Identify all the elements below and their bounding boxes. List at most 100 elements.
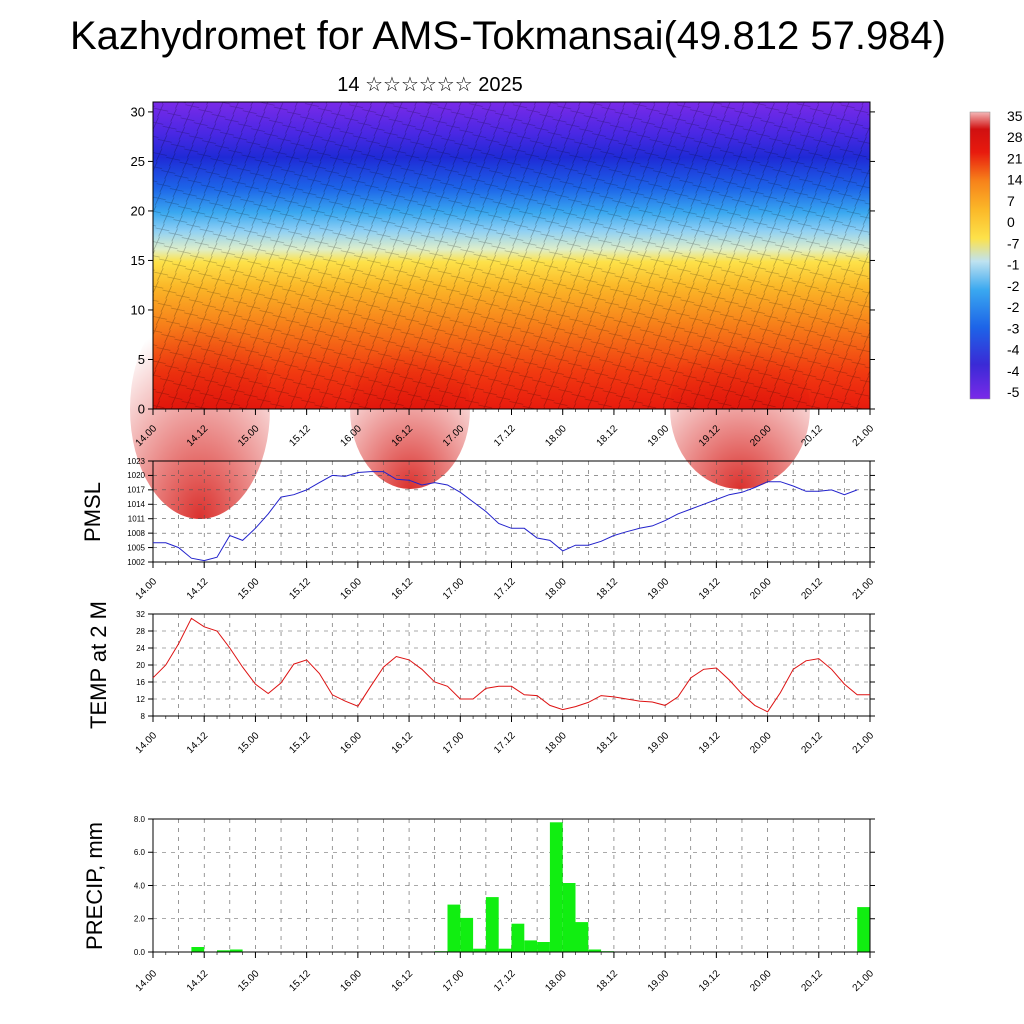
temp-ytick-label: 8 [141,712,146,721]
temp-x-tick-label: 16.00 [339,730,365,756]
colorbar-label: -4 [1007,363,1020,379]
pmsl-ytick-label: 1002 [127,558,145,567]
heatmap-x-tick-label: 15.12 [287,423,313,449]
temp-x-tick-label: 17.12 [492,730,518,756]
colorbar-label: -7 [1007,235,1020,251]
temp-ytick-label: 24 [136,644,145,653]
pmsl-x-tick-label: 19.12 [697,576,723,602]
heatmap-ytick-label: 25 [131,154,145,169]
temp-ytick-label: 32 [136,610,145,619]
precip-x-tick-label: 16.00 [339,968,365,994]
temp-x-tick-label: 20.00 [748,730,774,756]
pmsl-ytick-label: 1014 [127,500,145,509]
pmsl-x-tick-label: 15.00 [236,576,262,602]
precip-bar [460,917,474,952]
precip-bar [511,923,525,952]
temp-x-tick-label: 14.12 [185,730,211,756]
precip-ytick-label: 0.0 [134,948,146,957]
temp-ytick-label: 12 [136,695,145,704]
pmsl-x-tick-label: 21.00 [851,576,877,602]
colorbar-label: -4 [1007,342,1020,358]
precip-ytick-label: 8.0 [134,815,146,824]
pmsl-x-tick-label: 18.12 [595,576,621,602]
temp-x-tick-label: 17.00 [441,730,467,756]
pmsl-x-tick-label: 20.00 [748,576,774,602]
temp-x-tick-label: 14.00 [134,730,160,756]
precip-bar [562,883,576,952]
pmsl-panel: PMSL 1002 1005 1008 1011 1014 1017 1020 1023 14… [80,457,876,602]
precip-x-tick-label: 18.00 [543,968,569,994]
heatmap-ytick-label: 15 [131,253,145,268]
precip-bar [549,822,563,952]
precip-bar [857,907,870,952]
precip-x-tick-label: 14.12 [185,968,211,994]
temp-axis-label: TEMP at 2 M [86,601,111,729]
precip-bar [588,949,602,952]
pmsl-ytick-label: 1011 [128,515,146,524]
precip-bar [191,947,205,952]
temp-x-tick-label: 21.00 [851,730,877,756]
pmsl-ytick-label: 1020 [127,471,145,480]
colorbar-label: 35 [1007,108,1023,124]
precip-bar [524,940,538,952]
precip-x-tick-label: 20.12 [799,968,825,994]
temp-x-tick-label: 15.00 [236,730,262,756]
precip-bar [217,950,230,952]
precip-x-tick-label: 19.12 [697,968,723,994]
precip-x-tick-label: 17.12 [492,968,518,994]
pmsl-x-tick-label: 14.12 [185,576,211,602]
colorbar-label: -5 [1007,384,1020,400]
precip-x-tick-label: 20.00 [748,968,774,994]
chart-subtitle: 14 ☆☆☆☆☆☆ 2025 [337,74,523,96]
heatmap-ytick-label: 0 [138,402,145,417]
temp-ytick-label: 16 [136,678,145,687]
colorbar-label: 7 [1007,193,1015,209]
pmsl-x-tick-label: 15.12 [287,576,313,602]
precip-bar [229,949,243,952]
temp-ytick-label: 28 [136,627,145,636]
precip-bar [537,942,550,952]
colorbar-label: -2 [1007,278,1020,294]
precip-panel: PRECIP, mm 0.0 2.0 4.0 6.0 8.0 14.00 14.12 15.… [82,815,876,994]
precip-bar [575,922,589,952]
precip-bar [485,897,499,952]
colorbar-label: -2 [1007,299,1020,315]
temp-x-tick-label: 18.00 [543,730,569,756]
temp-panel: TEMP at 2 M 8 12 16 20 24 28 32 14.00 14.12 15.0… [86,601,876,756]
precip-x-tick-label: 19.00 [646,968,672,994]
pmsl-x-tick-label: 19.00 [646,576,672,602]
pmsl-x-tick-label: 18.00 [543,576,569,602]
precip-x-tick-label: 16.12 [390,968,416,994]
precip-x-tick-label: 17.00 [441,968,467,994]
heatmap-ytick-label: 30 [131,104,145,119]
heatmap-x-tick-label: 21.00 [851,423,877,449]
pmsl-ytick-label: 1023 [127,457,145,466]
temp-x-tick-label: 18.12 [595,730,621,756]
heatmap-ytick-label: 5 [138,352,145,367]
colorbar-label: -3 [1007,320,1020,336]
pmsl-axis-label: PMSL [80,482,105,542]
pmsl-x-tick-label: 17.00 [441,576,467,602]
precip-x-tick-label: 14.00 [134,968,160,994]
temp-ytick-label: 20 [136,661,145,670]
temp-x-tick-label: 20.12 [799,730,825,756]
pmsl-ytick-label: 1005 [127,543,145,552]
heatmap-ytick-label: 10 [131,303,145,318]
heatmap-ytick-label: 20 [131,203,145,218]
colorbar-label: 14 [1007,172,1023,188]
precip-axis-label: PRECIP, mm [82,822,107,950]
precip-bar [447,904,461,952]
temp-x-tick-label: 19.00 [646,730,672,756]
precip-bar [473,948,486,952]
wind-field-overlay [153,102,870,409]
colorbar: 35 28 21 14 7 0 -7 -1 -2 -2 -3 -4 -4 -5 [969,108,1023,400]
pmsl-x-tick-label: 16.12 [390,576,416,602]
colorbar-scale [969,111,991,400]
precip-ytick-label: 6.0 [134,848,146,857]
colorbar-label: 0 [1007,214,1015,230]
pmsl-x-tick-label: 16.00 [339,576,365,602]
colorbar-label: -1 [1007,257,1020,273]
heatmap-x-tick-label: 19.00 [646,423,672,449]
colorbar-label: 28 [1007,129,1023,145]
